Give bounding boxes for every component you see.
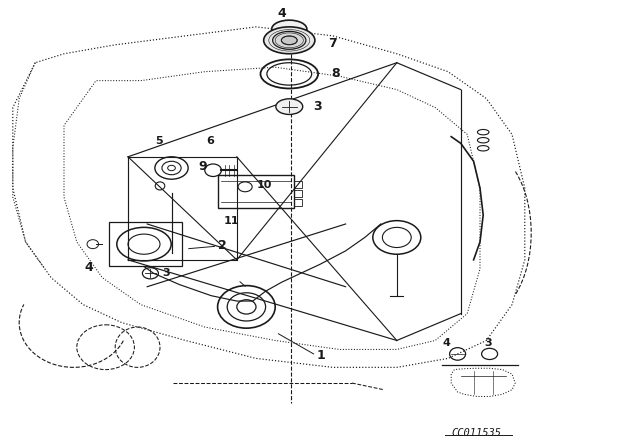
- Text: 2: 2: [218, 239, 227, 252]
- Text: 3: 3: [162, 268, 170, 278]
- Ellipse shape: [276, 99, 303, 114]
- Text: 7: 7: [328, 37, 337, 51]
- Bar: [294, 199, 302, 206]
- Text: 8: 8: [331, 67, 339, 81]
- Text: 4: 4: [442, 338, 450, 348]
- Ellipse shape: [264, 27, 315, 54]
- Text: CC011535: CC011535: [452, 428, 502, 438]
- Text: 3: 3: [484, 338, 492, 348]
- Text: 4: 4: [277, 7, 286, 20]
- Bar: [218, 175, 294, 208]
- Bar: [294, 190, 302, 197]
- Ellipse shape: [273, 31, 306, 49]
- Text: 10: 10: [257, 180, 272, 190]
- Text: 3: 3: [314, 100, 322, 113]
- Bar: [109, 222, 182, 266]
- Text: 5: 5: [155, 136, 163, 146]
- Ellipse shape: [272, 20, 307, 38]
- Text: 9: 9: [198, 160, 207, 173]
- Text: 11: 11: [224, 216, 239, 226]
- Text: 1: 1: [317, 349, 326, 362]
- Text: 4: 4: [84, 261, 93, 275]
- Text: 6: 6: [206, 136, 214, 146]
- Bar: [294, 181, 302, 188]
- Ellipse shape: [282, 36, 298, 45]
